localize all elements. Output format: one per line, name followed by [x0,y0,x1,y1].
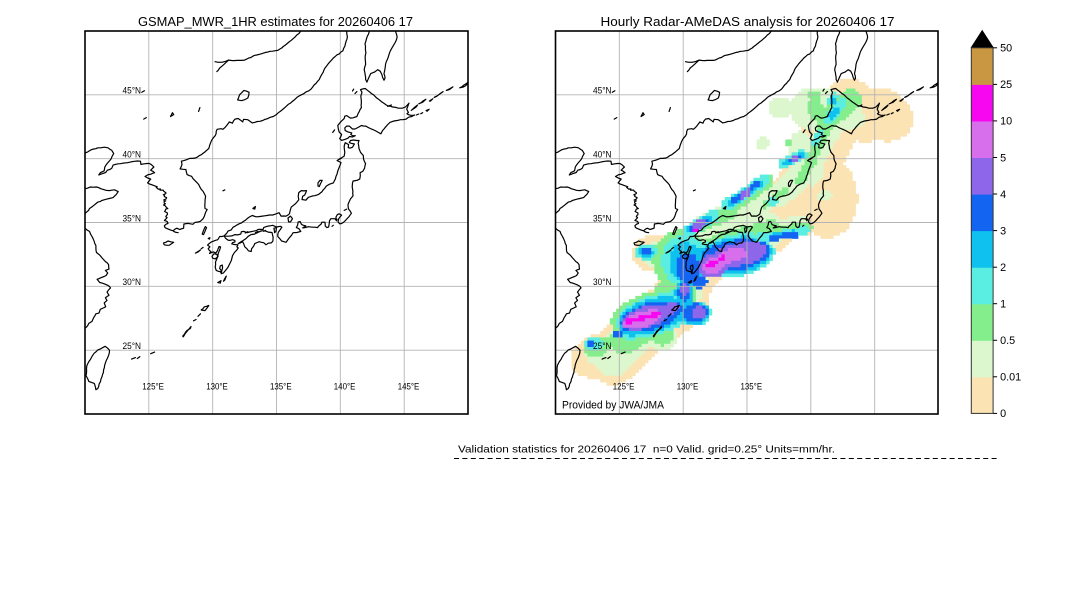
svg-text:45°N: 45°N [593,86,612,97]
svg-text:5: 5 [1000,152,1006,164]
svg-text:0.01: 0.01 [1000,372,1021,384]
svg-text:40°N: 40°N [593,150,612,161]
svg-text:130°E: 130°E [206,381,228,392]
svg-text:145°E: 145°E [398,381,420,392]
svg-text:3: 3 [1000,225,1006,237]
svg-text:25°N: 25°N [593,341,612,352]
svg-text:4: 4 [1000,189,1006,201]
svg-text:140°E: 140°E [334,381,356,392]
svg-text:30°N: 30°N [593,277,612,288]
svg-text:135°E: 135°E [741,381,763,392]
svg-text:135°E: 135°E [270,381,292,392]
svg-text:Hourly Radar-AMeDAS analysis f: Hourly Radar-AMeDAS analysis for 2026040… [601,15,895,29]
svg-text:Validation statistics for 2026: Validation statistics for 20260406 17 n=… [458,444,835,456]
svg-text:125°E: 125°E [613,381,635,392]
svg-text:2: 2 [1000,262,1006,274]
svg-text:30°N: 30°N [123,277,142,288]
svg-text:35°N: 35°N [123,213,142,224]
svg-text:35°N: 35°N [593,213,612,224]
svg-text:45°N: 45°N [123,86,142,97]
svg-text:125°E: 125°E [142,381,164,392]
svg-text:50: 50 [1000,43,1012,55]
svg-text:40°N: 40°N [123,150,142,161]
svg-text:Provided by JWA/JMA: Provided by JWA/JMA [562,400,665,412]
svg-text:GSMAP_MWR_1HR estimates for 20: GSMAP_MWR_1HR estimates for 20260406 17 [138,15,413,29]
svg-text:1: 1 [1000,299,1006,311]
svg-text:130°E: 130°E [677,381,699,392]
svg-text:0: 0 [1000,408,1006,420]
svg-text:25°N: 25°N [123,341,142,352]
svg-text:0.5: 0.5 [1000,335,1015,347]
svg-text:10: 10 [1000,116,1012,128]
svg-text:25: 25 [1000,79,1012,91]
